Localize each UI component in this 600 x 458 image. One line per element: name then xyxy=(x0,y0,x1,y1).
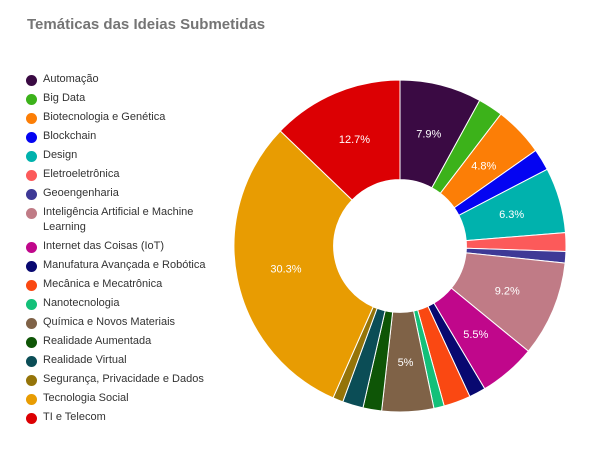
legend-marker xyxy=(26,337,37,348)
slice-data-label: 4.8% xyxy=(471,160,496,172)
legend-item[interactable]: Inteligência Artificial e Machine Learni… xyxy=(26,205,226,235)
legend-item[interactable]: Biotecnologia e Genética xyxy=(26,110,226,125)
legend-marker xyxy=(26,356,37,367)
legend-item[interactable]: TI e Telecom xyxy=(26,410,226,425)
legend-label: Nanotecnologia xyxy=(43,297,120,309)
donut-slice[interactable] xyxy=(233,130,374,399)
legend-marker xyxy=(26,394,37,405)
legend-item[interactable]: Realidade Aumentada xyxy=(26,334,226,349)
legend-item[interactable]: Automação xyxy=(26,72,226,87)
slice-data-label: 5% xyxy=(398,357,414,369)
legend-item[interactable]: Big Data xyxy=(26,91,226,106)
legend-marker xyxy=(26,151,37,162)
donut-slice[interactable] xyxy=(279,79,401,201)
slice-data-label: 30.3% xyxy=(270,264,301,276)
legend-marker xyxy=(26,113,37,124)
legend-label: Biotecnologia e Genética xyxy=(43,111,166,123)
legend-marker xyxy=(26,375,37,386)
slice-data-label: 5.5% xyxy=(463,329,488,341)
legend-marker xyxy=(26,208,37,219)
legend-item[interactable]: Internet das Coisas (IoT) xyxy=(26,239,226,254)
legend-item[interactable]: Blockchain xyxy=(26,129,226,144)
legend-label: Tecnologia Social xyxy=(43,392,129,404)
legend-label: Realidade Aumentada xyxy=(43,335,152,347)
legend-item[interactable]: Química e Novos Materiais xyxy=(26,315,226,330)
legend-label: Internet das Coisas (IoT) xyxy=(43,240,165,252)
legend-marker xyxy=(26,318,37,329)
legend-marker xyxy=(26,94,37,105)
legend-item[interactable]: Eletroeletrônica xyxy=(26,167,226,182)
legend-item[interactable]: Realidade Virtual xyxy=(26,353,226,368)
legend-label: Geoengenharia xyxy=(43,187,119,199)
legend-marker xyxy=(26,261,37,272)
legend-label: Inteligência Artificial e Machine Learni… xyxy=(43,206,194,233)
legend: Automação Big Data Biotecnologia e Genétic… xyxy=(26,72,226,429)
legend-label: Eletroeletrônica xyxy=(43,168,120,180)
legend-marker xyxy=(26,170,37,181)
chart-title: Temáticas das Ideias Submetidas xyxy=(27,16,266,33)
legend-label: Automação xyxy=(43,73,99,85)
legend-label: Design xyxy=(43,149,78,161)
legend-marker xyxy=(26,242,37,253)
legend-label: Realidade Virtual xyxy=(43,354,127,366)
legend-marker xyxy=(26,75,37,86)
legend-item[interactable]: Mecânica e Mecatrônica xyxy=(26,277,226,292)
legend-label: TI e Telecom xyxy=(43,411,106,423)
legend-label: Segurança, Privacidade e Dados xyxy=(43,373,204,385)
legend-label: Big Data xyxy=(43,92,86,104)
slice-data-label: 7.9% xyxy=(416,128,441,140)
slice-data-label: 12.7% xyxy=(339,134,370,146)
slice-data-label: 9.2% xyxy=(495,286,520,298)
legend-item[interactable]: Nanotecnologia xyxy=(26,296,226,311)
legend-marker xyxy=(26,299,37,310)
legend-item[interactable]: Segurança, Privacidade e Dados xyxy=(26,372,226,387)
legend-marker xyxy=(26,413,37,424)
legend-item[interactable]: Tecnologia Social xyxy=(26,391,226,406)
slice-data-label: 6.3% xyxy=(499,209,524,221)
legend-label: Blockchain xyxy=(43,130,97,142)
legend-label: Manufatura Avançada e Robótica xyxy=(43,259,206,271)
legend-marker xyxy=(26,280,37,291)
legend-item[interactable]: Design xyxy=(26,148,226,163)
legend-item[interactable]: Manufatura Avançada e Robótica xyxy=(26,258,226,273)
legend-label: Mecânica e Mecatrônica xyxy=(43,278,163,290)
legend-item[interactable]: Geoengenharia xyxy=(26,186,226,201)
legend-label: Química e Novos Materiais xyxy=(43,316,176,328)
legend-marker xyxy=(26,189,37,200)
legend-marker xyxy=(26,132,37,143)
